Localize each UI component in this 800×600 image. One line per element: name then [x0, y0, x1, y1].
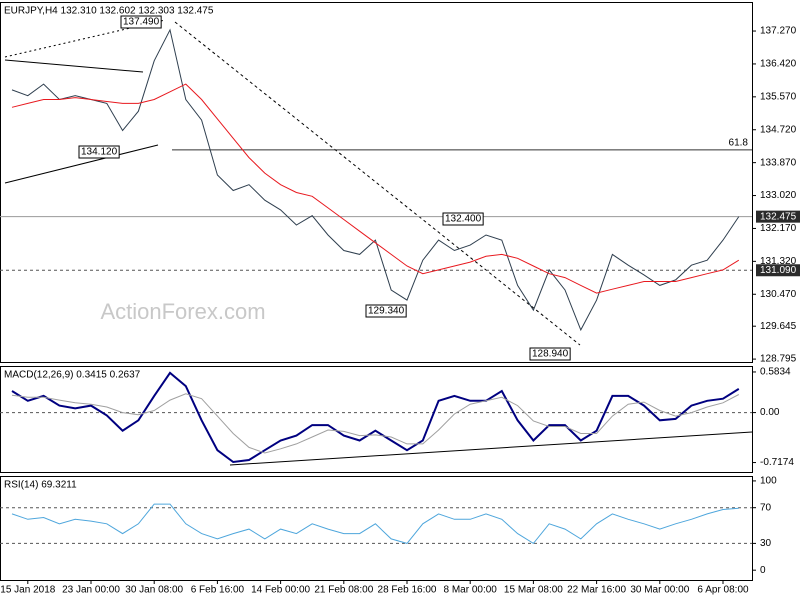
price-annotation: 128.940	[532, 349, 569, 360]
panel-title: EURJPY,H4 132.310 132.602 132.303 132.47…	[4, 6, 214, 17]
trend-line	[4, 59, 144, 73]
panel-frame	[0, 2, 753, 363]
price-annotation: 134.120	[81, 147, 118, 158]
annotation-box	[365, 304, 407, 318]
trend-line	[229, 431, 753, 466]
y-tick-label: 133.020	[760, 190, 797, 201]
x-tick-label: 30 Jan 08:00	[125, 585, 183, 596]
price-annotation: 132.400	[445, 214, 482, 225]
watermark: ActionForex.com	[100, 299, 265, 324]
annotation-box	[442, 212, 484, 226]
level-label: 132.475	[760, 211, 797, 222]
annotation-box	[78, 145, 120, 159]
level-label-box	[756, 264, 800, 277]
y-tick-label: 0	[760, 565, 766, 576]
y-tick-label: 100	[760, 476, 777, 487]
y-tick-label: 129.645	[760, 321, 797, 332]
x-tick-label: 15 Mar 08:00	[504, 585, 563, 596]
level-label: 131.090	[760, 265, 797, 276]
x-tick-label: 6 Feb 16:00	[191, 585, 245, 596]
y-tick-label: 30	[760, 538, 772, 549]
y-tick-label: 0.5834	[760, 367, 791, 378]
annotation-box	[529, 347, 571, 361]
annotation-box	[120, 15, 162, 29]
y-tick-label: 132.170	[760, 223, 797, 234]
series-line	[11, 371, 740, 464]
x-tick-label: 6 Apr 08:00	[697, 585, 749, 596]
y-tick-label: -0.7174	[760, 457, 794, 468]
x-tick-label: 14 Feb 00:00	[251, 585, 310, 596]
x-tick-label: 22 Mar 16:00	[567, 585, 626, 596]
price-annotation: 137.490	[123, 17, 160, 28]
y-tick-label: 0.00	[760, 407, 780, 418]
y-tick-label: 137.270	[760, 26, 797, 37]
y-tick-label: 70	[760, 502, 772, 513]
series-line	[11, 28, 740, 332]
x-tick-label: 28 Feb 16:00	[378, 585, 437, 596]
series-line	[11, 83, 740, 294]
panel-frame	[0, 366, 753, 473]
y-tick-label: 135.570	[760, 91, 797, 102]
x-tick-label: 23 Jan 00:00	[62, 585, 120, 596]
trend-lines	[4, 19, 753, 466]
y-tick-label: 131.320	[760, 256, 797, 267]
y-tick-label: 130.470	[760, 289, 797, 300]
x-tick-label: 8 Mar 00:00	[444, 585, 498, 596]
x-tick-label: 30 Mar 00:00	[630, 585, 689, 596]
y-tick-label: 136.420	[760, 59, 797, 70]
price-annotation: 129.340	[368, 306, 405, 317]
trend-line	[174, 21, 581, 346]
panel-frame	[0, 476, 753, 581]
series-line	[11, 503, 739, 545]
x-tick-label: 21 Feb 08:00	[314, 585, 373, 596]
y-tick-label: 134.720	[760, 124, 797, 135]
panel-title: MACD(12,26,9) 0.3415 0.2637	[4, 370, 141, 381]
y-tick-label: 128.795	[760, 354, 797, 365]
x-tick-label: 15 Jan 2018	[0, 585, 55, 596]
panel-title: RSI(14) 69.3211	[4, 480, 77, 491]
y-tick-label: 133.870	[760, 157, 797, 168]
fib-label: 61.8	[729, 138, 749, 149]
trend-line	[4, 144, 159, 184]
level-label-box	[756, 210, 800, 223]
series-line	[11, 393, 740, 454]
